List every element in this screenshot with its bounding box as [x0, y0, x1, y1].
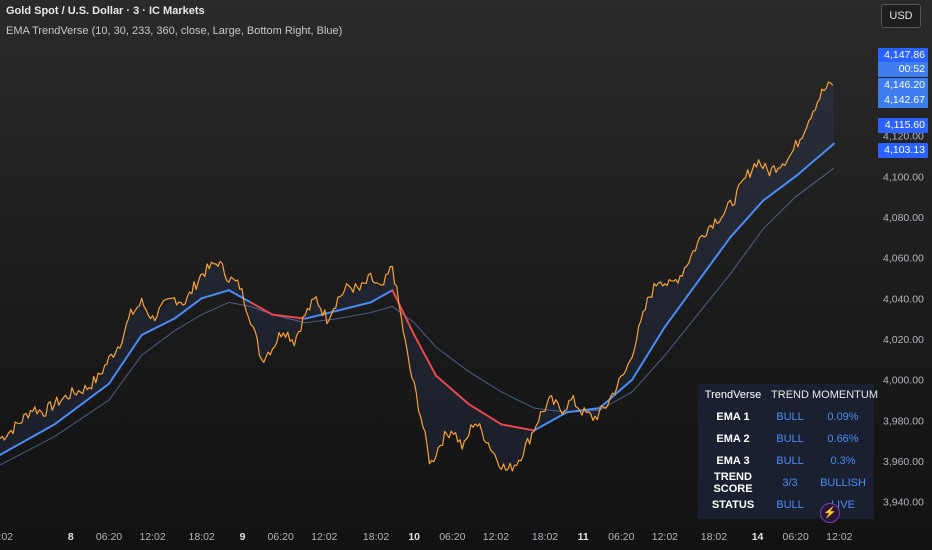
- price-line: [0, 81, 834, 472]
- ema-fast-segment: [227, 289, 252, 304]
- ema-fast-segment: [467, 403, 503, 426]
- row-momentum: 0.09%: [827, 411, 859, 423]
- table-row: EMA 1 BULL 0.09%: [698, 406, 874, 428]
- ema-fast-segment: [413, 333, 437, 377]
- ema-fast-segment: [271, 313, 307, 320]
- ema-fast-segment: [108, 333, 143, 385]
- y-tick-label: 3,960.00: [883, 456, 924, 468]
- ema-fast-segment: [200, 289, 230, 300]
- ema-fast-segment: [336, 301, 372, 312]
- y-tick-label: 4,040.00: [883, 293, 924, 305]
- row-trend: BULL: [776, 499, 804, 511]
- ema-slow-line: [0, 167, 835, 466]
- y-tick-label: 4,080.00: [883, 212, 924, 224]
- y-tick-label: 4,060.00: [883, 253, 924, 265]
- x-tick-label: 18:02: [189, 531, 215, 543]
- table-row: EMA 3 BULL 0.3%: [698, 450, 874, 472]
- y-tick-label: 3,980.00: [883, 415, 924, 427]
- indicator-legend[interactable]: EMA TrendVerse (10, 30, 233, 360, close,…: [6, 25, 343, 37]
- x-tick-label: 06:20: [268, 531, 294, 543]
- ema-fast-segment: [631, 325, 666, 381]
- x-tick-label: 12:02: [311, 531, 337, 543]
- y-tick-label: 3,940.00: [883, 497, 924, 509]
- table-header-name: TrendVerse: [704, 389, 762, 401]
- row-label: EMA 1: [716, 411, 750, 423]
- ema-fast-segment: [729, 199, 764, 239]
- ema-fast-segment: [53, 382, 110, 426]
- ema-fast-segment: [794, 142, 835, 178]
- price-scale-label: 4,142.67: [878, 93, 928, 108]
- ema-fast-segment: [0, 423, 56, 456]
- table-row: STATUS BULL LIVE: [698, 494, 874, 516]
- row-trend: BULL: [776, 433, 804, 445]
- y-tick-label: 4,100.00: [883, 171, 924, 183]
- ema-fast-segment: [369, 289, 394, 304]
- ema-fast-segment: [762, 175, 797, 202]
- row-momentum: 0.3%: [830, 455, 856, 467]
- y-tick-label: 4,020.00: [883, 334, 924, 346]
- x-tick-label: 06:20: [439, 531, 465, 543]
- x-tick-label: 11: [578, 531, 589, 543]
- currency-button[interactable]: USD: [881, 4, 921, 28]
- y-tick-label: 4,000.00: [883, 375, 924, 387]
- price-scale-label: 4,103.13: [878, 143, 928, 158]
- table-header-trend: TREND: [771, 389, 809, 401]
- x-tick-label: 06:20: [96, 531, 122, 543]
- x-tick-label: 10: [408, 531, 420, 543]
- price-scale-label: 4,147.86: [878, 48, 928, 63]
- x-tick-label: 12:02: [483, 531, 509, 543]
- x-tick-label: 12:02: [139, 531, 165, 543]
- trendverse-table: TrendVerse TREND MOMENTUM EMA 1 BULL 0.0…: [698, 384, 878, 519]
- row-momentum: BULLISH: [820, 477, 866, 489]
- lightning-icon[interactable]: ⚡: [820, 503, 840, 523]
- table-header-row: TrendVerse TREND MOMENTUM: [698, 384, 878, 406]
- x-tick-label: 8: [68, 531, 74, 543]
- ema-fast-segment: [533, 411, 568, 432]
- row-label: TREND SCORE: [713, 471, 753, 495]
- ema-fast-segment: [140, 317, 176, 336]
- row-trend: BULL: [776, 411, 804, 423]
- price-scale-label: 4,146.20: [878, 78, 928, 93]
- x-tick-label: 9: [240, 531, 246, 543]
- ema-fast-segment: [249, 301, 274, 316]
- ema-fast-segment: [663, 281, 699, 328]
- symbol-title: Gold Spot / U.S. Dollar · 3 · IC Markets: [6, 5, 205, 17]
- x-tick-label: 06:20: [608, 531, 634, 543]
- x-tick-label: 12:02: [652, 531, 678, 543]
- ema-fast-segment: [696, 236, 732, 284]
- ema-fast-segment: [598, 378, 634, 410]
- ema-fast-segment: [391, 289, 416, 336]
- ema-fast-segment: [435, 374, 470, 406]
- row-label: EMA 3: [716, 455, 750, 467]
- price-scale-label: 4,115.60: [878, 118, 928, 133]
- x-tick-label: 18:02: [0, 531, 13, 543]
- table-row: EMA 2 BULL 0.66%: [698, 428, 874, 450]
- x-tick-label: 12:02: [826, 531, 852, 543]
- ema-cloud: [0, 82, 834, 472]
- row-label: EMA 2: [716, 433, 750, 445]
- row-trend: 3/3: [782, 477, 798, 489]
- x-tick-label: 14: [752, 531, 764, 543]
- table-header-momentum: MOMENTUM: [812, 389, 878, 401]
- ema-fast-segment: [173, 297, 203, 320]
- row-momentum: 0.66%: [827, 433, 859, 445]
- x-tick-label: 18:02: [363, 531, 389, 543]
- table-row: TREND SCORE 3/3 BULLISH: [698, 471, 874, 495]
- x-tick-label: 18:02: [532, 531, 558, 543]
- y-tick-label: 4,120.00: [883, 131, 924, 143]
- ema-fast-segment: [500, 423, 536, 432]
- price-scale-label: 00:52: [878, 62, 928, 77]
- row-trend: BULL: [776, 455, 804, 467]
- x-tick-label: 06:20: [783, 531, 809, 543]
- x-tick-label: 18:02: [701, 531, 727, 543]
- row-label: STATUS: [711, 499, 755, 511]
